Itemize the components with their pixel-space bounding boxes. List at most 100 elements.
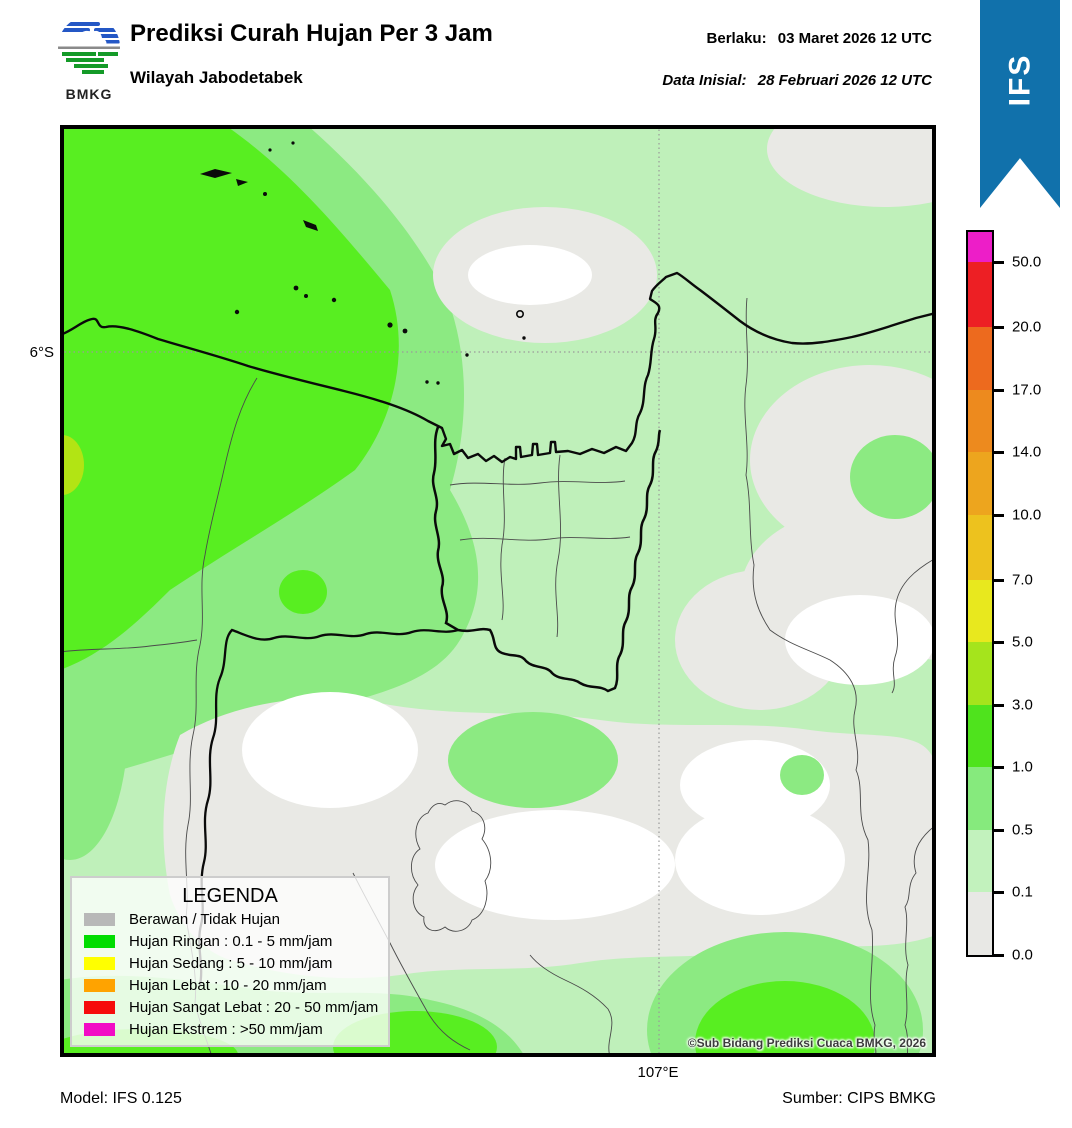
colorbar-segment-14-17 xyxy=(968,390,992,452)
islands xyxy=(200,141,526,385)
legend-item: Hujan Ringan : 0.1 - 5 mm/jam xyxy=(84,930,388,952)
rain-area-bright-spot xyxy=(279,570,327,614)
legend-item: Hujan Sangat Lebat : 20 - 50 mm/jam xyxy=(84,996,388,1018)
colorbar-swatch-column xyxy=(966,230,994,957)
colorbar-tick-label: 3.0 xyxy=(1012,696,1033,714)
colorbar-tick-label: 20.0 xyxy=(1012,318,1042,336)
legend-item-label: Hujan Sangat Lebat : 20 - 50 mm/jam xyxy=(129,998,379,1016)
colorbar-segment-3-5 xyxy=(968,642,992,705)
legend-item: Berawan / Tidak Hujan xyxy=(84,908,388,930)
rain-area-yellowgreen-spot xyxy=(62,435,84,495)
colorbar-tick-label: 50.0 xyxy=(1012,253,1042,271)
legend-item-label: Hujan Ringan : 0.1 - 5 mm/jam xyxy=(129,932,333,950)
colorbar-tick xyxy=(992,828,1004,832)
colorbar-tick-label: 17.0 xyxy=(1012,381,1042,399)
legend-item-label: Hujan Sedang : 5 - 10 mm/jam xyxy=(129,954,333,972)
legend-swatch xyxy=(84,956,115,970)
colorbar-tick xyxy=(992,450,1004,454)
footer-source-label: Sumber: CIPS BMKG xyxy=(782,1090,936,1107)
colorbar-tick xyxy=(992,765,1004,769)
legend-swatch xyxy=(84,1022,115,1036)
admin-boundaries xyxy=(62,297,934,1055)
colorbar-tick-label: 7.0 xyxy=(1012,571,1033,589)
colorbar-segment-20-50 xyxy=(968,262,992,327)
model-ribbon: IFS xyxy=(980,0,1060,208)
colorbar-tick xyxy=(992,578,1004,582)
page-subtitle: Wilayah Jabodetabek xyxy=(130,68,303,87)
coastline xyxy=(62,271,934,464)
colorbar-tick-label: 10.0 xyxy=(1012,506,1042,524)
initial-datetime: Data Inisial: 28 Februari 2026 12 UTC xyxy=(512,72,932,89)
colorbar-segment-7-10 xyxy=(968,515,992,580)
page-title: Prediksi Curah Hujan Per 3 Jam xyxy=(130,20,493,47)
colorbar-tick-label: 0.0 xyxy=(1012,946,1033,964)
legend-item-label: Hujan Ekstrem : >50 mm/jam xyxy=(129,1020,323,1038)
legend-swatch xyxy=(84,934,115,948)
colorbar-segment-5-7 xyxy=(968,580,992,642)
cloud-area-east-3 xyxy=(675,570,845,710)
legend-item-label: Berawan / Tidak Hujan xyxy=(129,910,280,928)
longitude-tick-label: 107°E xyxy=(637,1064,679,1081)
rain-area-bright-se xyxy=(695,981,875,1055)
clear-area-top xyxy=(468,245,592,305)
colorbar-segment->50 xyxy=(968,232,992,262)
colorbar-segment-1-3 xyxy=(968,705,992,767)
legend-box: LEGENDA Berawan / Tidak Hujan Hujan Ringa… xyxy=(70,876,390,1047)
colorbar-segment-0.1-0.5 xyxy=(968,830,992,892)
legend-rows: Berawan / Tidak Hujan Hujan Ringan : 0.1 … xyxy=(72,908,388,1040)
model-ribbon-label-wrap: IFS xyxy=(980,0,1060,160)
clear-area-south-2 xyxy=(435,810,675,920)
bmkg-logo-label: BMKG xyxy=(65,86,113,102)
rain-area-bright-west xyxy=(62,127,399,670)
colorbar-segment-0.5-1 xyxy=(968,767,992,830)
legend-item: Hujan Lebat : 10 - 20 mm/jam xyxy=(84,974,388,996)
colorbar-tick xyxy=(992,325,1004,329)
colorbar-segment-10-14 xyxy=(968,452,992,515)
colorbar-segment-0-0.1 xyxy=(968,892,992,955)
clear-area-south-1 xyxy=(242,692,418,808)
valid-label: Berlaku: xyxy=(706,30,767,47)
legend-swatch xyxy=(84,978,115,992)
cloud-area-ne-corner xyxy=(767,127,934,207)
colorbar-tick-label: 1.0 xyxy=(1012,758,1033,776)
bmkg-logo-icon xyxy=(58,16,120,78)
rainfall-map-canvas xyxy=(60,125,936,1057)
latitude-tick-label: 6°S xyxy=(29,344,54,361)
province-boundary xyxy=(198,628,459,986)
copyright-text: ©Sub Bidang Prediksi Cuaca BMKG, 2026 xyxy=(687,1036,926,1050)
legend-item: Hujan Sedang : 5 - 10 mm/jam xyxy=(84,952,388,974)
clear-area-east xyxy=(785,595,934,685)
colorbar-tick xyxy=(992,640,1004,644)
footer-model-label: Model: IFS 0.125 xyxy=(60,1090,182,1107)
init-value: 28 Februari 2026 12 UTC xyxy=(757,72,932,89)
legend-title: LEGENDA xyxy=(182,885,278,907)
clear-area-south-4 xyxy=(675,805,845,915)
colorbar-tick-label: 14.0 xyxy=(1012,443,1042,461)
rainfall-map xyxy=(60,125,936,1057)
valid-datetime: Berlaku: 03 Maret 2026 12 UTC xyxy=(532,30,932,47)
rain-area-medium-center xyxy=(448,712,618,808)
colorbar-tick xyxy=(992,260,1004,264)
colorbar-tick xyxy=(992,953,1004,957)
colorbar-tick xyxy=(992,703,1004,707)
model-ribbon-label: IFS xyxy=(1002,53,1036,107)
valid-value: 03 Maret 2026 12 UTC xyxy=(777,30,932,47)
colorbar-tick xyxy=(992,388,1004,392)
colorbar-tick-label: 0.5 xyxy=(1012,821,1033,839)
colorbar-tick xyxy=(992,890,1004,894)
rain-area-medium-east-spot xyxy=(850,435,934,519)
jakarta-boundary xyxy=(431,426,662,693)
legend-swatch xyxy=(84,912,115,926)
rain-area-medium-small xyxy=(780,755,824,795)
init-label: Data Inisial: xyxy=(662,72,747,89)
legend-item-label: Hujan Lebat : 10 - 20 mm/jam xyxy=(129,976,327,994)
colorbar-segment-17-20 xyxy=(968,327,992,390)
bmkg-logo: BMKG xyxy=(44,14,134,110)
colorbar-tick xyxy=(992,513,1004,517)
colorbar-tick-label: 0.1 xyxy=(1012,883,1033,901)
legend-swatch xyxy=(84,1000,115,1014)
map-frame xyxy=(60,125,936,1057)
legend-item: Hujan Ekstrem : >50 mm/jam xyxy=(84,1018,388,1040)
colorbar-tick-label: 5.0 xyxy=(1012,633,1033,651)
